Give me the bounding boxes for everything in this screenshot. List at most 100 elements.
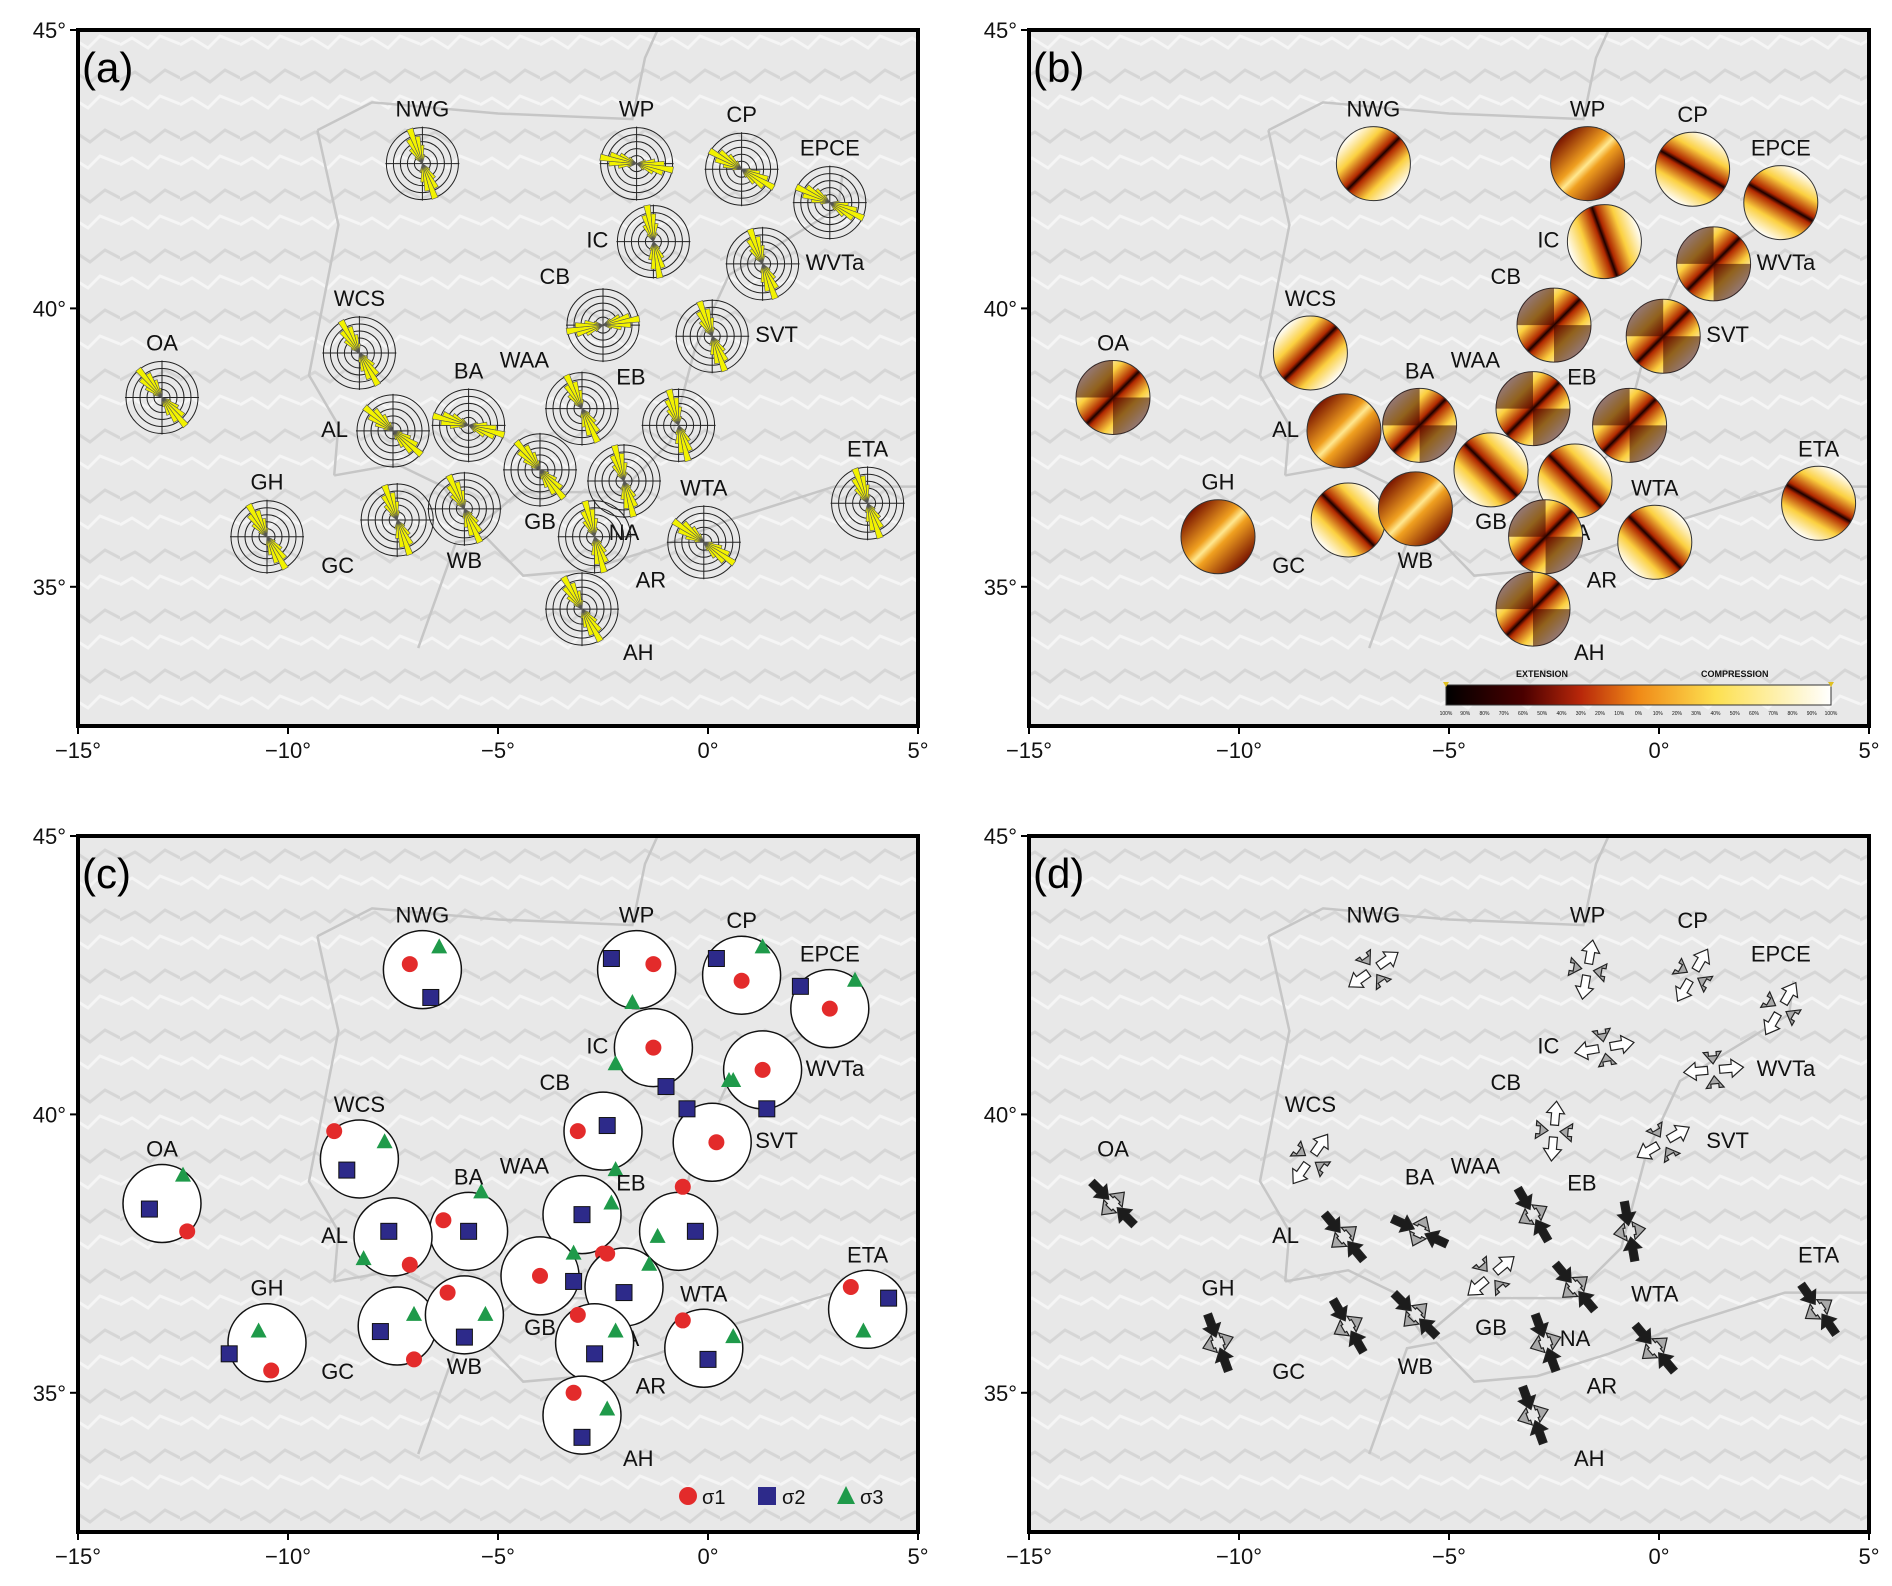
sigma3-marker bbox=[607, 1161, 624, 1177]
compression-arrow bbox=[1513, 1185, 1533, 1211]
site-label: AL bbox=[321, 417, 348, 442]
site-label: AL bbox=[321, 1223, 348, 1248]
site-label: AH bbox=[623, 1446, 654, 1471]
sigma3-marker bbox=[725, 1328, 742, 1344]
site-wta-d: WTA bbox=[1631, 1281, 1679, 1375]
site-label: GB bbox=[1475, 1315, 1507, 1340]
site-label: AL bbox=[1272, 1223, 1299, 1248]
secondary-arrow bbox=[1408, 1230, 1428, 1247]
sigma3-marker bbox=[721, 1071, 737, 1087]
extension-arrow bbox=[1574, 974, 1595, 1001]
site-eta-a: ETA bbox=[830, 436, 905, 541]
sigma2-marker bbox=[573, 1206, 591, 1224]
secondary-arrow bbox=[1534, 1119, 1550, 1140]
site-gc-c: GC bbox=[321, 1286, 437, 1384]
rose-petal bbox=[358, 343, 361, 353]
secondary-arrow bbox=[1545, 1331, 1562, 1352]
secondary-arrow bbox=[1410, 1302, 1428, 1320]
y-tick-label: 40° bbox=[33, 1102, 66, 1127]
site-label: GC bbox=[1272, 553, 1305, 578]
site-svt-a: SVT bbox=[675, 299, 798, 374]
colorbar: EXTENSION COMPRESSION 100% 90% 80% 70% 60% 50% 4… bbox=[1440, 669, 1838, 717]
site-label: WAA bbox=[500, 348, 550, 373]
site-wp-a: WP bbox=[599, 97, 674, 201]
y-tick-label: 35° bbox=[984, 1381, 1017, 1406]
coastline-north bbox=[316, 30, 659, 132]
rose-petal bbox=[741, 169, 748, 179]
site-label: CP bbox=[726, 908, 757, 933]
density-disc bbox=[1566, 204, 1642, 280]
panel-frame bbox=[76, 834, 920, 1534]
site-label: WCS bbox=[1285, 1092, 1336, 1117]
sigma2-marker bbox=[565, 1272, 583, 1290]
x-tick-label: −5° bbox=[1432, 738, 1466, 763]
sigma2-marker bbox=[602, 949, 620, 967]
rose-petal bbox=[580, 408, 583, 419]
rose-petal bbox=[602, 324, 613, 330]
site-eb-c: EB bbox=[616, 1170, 719, 1272]
sigma2-marker bbox=[455, 1328, 473, 1346]
terrain-basemap bbox=[1029, 30, 1869, 726]
panel-letter-a: (a) bbox=[82, 44, 133, 91]
rose-petal bbox=[762, 254, 766, 264]
site-wvta-d: WVTa bbox=[1682, 1050, 1816, 1090]
rose-petal bbox=[735, 160, 742, 170]
secondary-arrow bbox=[1403, 1310, 1421, 1327]
site-ar-b: AR bbox=[1508, 499, 1617, 593]
site-ba-a: BA bbox=[431, 358, 506, 463]
stereonet-circle bbox=[542, 1375, 622, 1455]
site-label: EB bbox=[616, 1170, 645, 1195]
colorbar-tick: 70% bbox=[1768, 711, 1779, 717]
site-wta-b: WTA bbox=[1617, 475, 1693, 580]
rose-petal bbox=[675, 425, 679, 435]
x-tick-label: 0° bbox=[1648, 1544, 1669, 1569]
secondary-arrow bbox=[1650, 1337, 1668, 1354]
sigma1-marker bbox=[733, 972, 750, 989]
density-disc bbox=[1617, 504, 1693, 580]
secondary-arrow bbox=[1631, 1220, 1647, 1241]
coastline-north bbox=[1267, 836, 1610, 938]
site-gc-a: GC bbox=[321, 482, 435, 578]
site-oa-d: OA bbox=[1088, 1136, 1138, 1229]
site-label: WVTa bbox=[1757, 250, 1816, 275]
coastline-portugal-west bbox=[1258, 129, 1291, 476]
sigma3-marker bbox=[754, 938, 771, 954]
sigma3-marker bbox=[855, 1322, 872, 1338]
secondary-arrow bbox=[1289, 1139, 1307, 1157]
colorbar-tick: 80% bbox=[1787, 711, 1798, 717]
density-disc bbox=[1743, 165, 1819, 241]
site-label: WTA bbox=[680, 1281, 728, 1306]
terrain-basemap bbox=[1029, 836, 1869, 1532]
site-label: EB bbox=[1567, 1170, 1596, 1195]
sigma1-marker bbox=[842, 1279, 859, 1296]
site-ba-c: BA bbox=[428, 1164, 509, 1272]
stereonet-circle bbox=[227, 1302, 307, 1383]
site-eta-d: ETA bbox=[1797, 1242, 1840, 1337]
site-label: AH bbox=[1574, 1446, 1605, 1471]
site-al-a: AL bbox=[321, 393, 430, 468]
x-tick-label: 5° bbox=[907, 738, 928, 763]
sigma3-marker bbox=[376, 1133, 393, 1149]
site-label: IC bbox=[1537, 228, 1559, 253]
site-ar-c: AR bbox=[554, 1302, 667, 1399]
y-tick-label: 45° bbox=[33, 18, 66, 43]
panels-layer: −15° −10° −5° 0° 5° 45° 40° 35° (a) NWG WP CP EPCE IC… bbox=[33, 18, 1880, 1569]
extension-arrow bbox=[1292, 1160, 1312, 1185]
compression-arrow bbox=[1214, 1347, 1234, 1374]
rose-petal bbox=[394, 519, 398, 530]
site-label: AR bbox=[636, 1374, 667, 1399]
y-tick-label: 35° bbox=[33, 1381, 66, 1406]
secondary-arrow bbox=[1411, 1215, 1431, 1233]
x-tick-label: 0° bbox=[697, 1544, 718, 1569]
rose-petal bbox=[581, 399, 584, 409]
site-label: WB bbox=[447, 1354, 482, 1379]
panel-letter-c: (c) bbox=[82, 850, 131, 897]
site-cp-c: CP bbox=[701, 908, 782, 1015]
site-wb-d: WB bbox=[1390, 1289, 1441, 1379]
extension-arrow bbox=[1636, 1140, 1661, 1160]
site-label: EB bbox=[616, 364, 645, 389]
extension-arrow bbox=[1309, 1133, 1329, 1158]
sigma1-marker bbox=[708, 1134, 725, 1151]
site-svt-c: SVT bbox=[672, 1071, 798, 1182]
